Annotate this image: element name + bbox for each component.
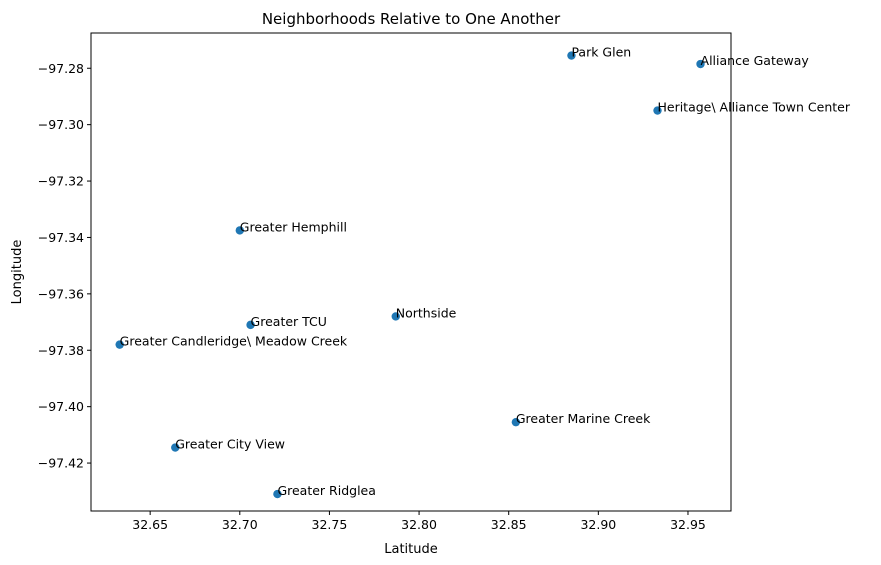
y-tick-label: −97.42	[38, 456, 84, 471]
chart-title: Neighborhoods Relative to One Another	[262, 10, 561, 28]
y-tick-label: −97.36	[38, 286, 84, 301]
data-point	[235, 226, 244, 235]
y-tick-label: −97.34	[38, 230, 84, 245]
x-tick-label: 32.65	[132, 517, 168, 532]
data-point	[273, 489, 282, 499]
point-labels: Park Glen Alliance Gateway Heritage\ Allia…	[120, 45, 851, 499]
y-tick-label: −97.28	[38, 61, 84, 76]
data-point	[511, 417, 521, 427]
data-point	[171, 443, 180, 452]
point-label: Greater Hemphill	[240, 219, 347, 234]
y-axis-title: Longitude	[10, 240, 25, 305]
x-tick-label: 32.95	[670, 517, 706, 532]
x-tick-label: 32.85	[491, 517, 527, 532]
point-label: Greater Ridglea	[277, 483, 375, 498]
data-point	[115, 340, 124, 349]
x-axis-title: Latitude	[384, 542, 438, 557]
x-tick-label: 32.90	[580, 517, 616, 532]
x-tick-label: 32.70	[222, 517, 258, 532]
point-label: Alliance Gateway	[701, 53, 810, 68]
point-label: Northside	[396, 305, 457, 320]
data-points	[115, 51, 705, 499]
point-label: Park Glen	[571, 45, 631, 60]
x-tick-label: 32.75	[312, 517, 348, 532]
data-point	[696, 59, 705, 69]
point-label: Heritage\ Alliance Town Center	[657, 100, 850, 115]
data-point	[653, 106, 662, 115]
point-label: Greater City View	[175, 437, 285, 452]
y-tick-label: −97.32	[38, 174, 84, 189]
y-tick-label: −97.40	[38, 399, 84, 414]
y-tick-label: −97.38	[38, 343, 84, 358]
data-point	[246, 320, 255, 330]
x-axis-ticks: 32.65 32.70 32.75 32.80 32.85 32.90 32.95	[132, 511, 706, 532]
point-label: Greater TCU	[251, 314, 327, 329]
data-point	[391, 312, 400, 321]
point-label: Greater Marine Creek	[516, 411, 651, 426]
point-label: Greater Candleridge\ Meadow Creek	[120, 334, 348, 349]
data-point	[567, 51, 576, 60]
plot-frame	[90, 32, 732, 512]
y-tick-label: −97.30	[38, 117, 84, 132]
y-axis-ticks: −97.28 −97.30 −97.32 −97.34 −97.36 −97.38 −97.…	[38, 61, 91, 471]
x-tick-label: 32.80	[401, 517, 437, 532]
